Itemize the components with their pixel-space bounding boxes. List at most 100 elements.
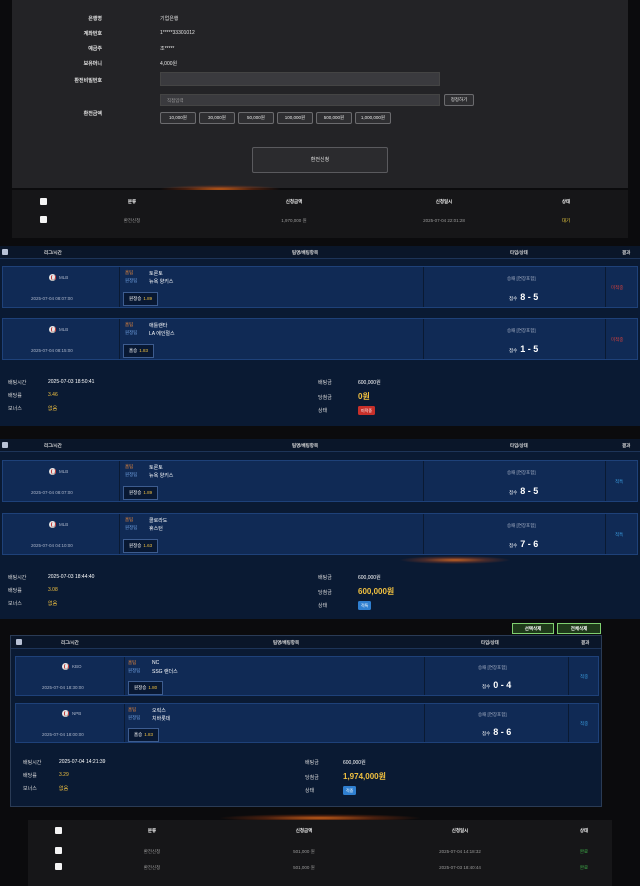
pick-odds: 1.89 bbox=[143, 490, 153, 495]
home-team: 콜로라도 bbox=[149, 518, 168, 524]
game-row: MLB 2025-07-04 08:07:00 홈팀 토론토 원정팀 뉴욕 양키… bbox=[2, 266, 638, 308]
game-result: 적중 bbox=[580, 674, 589, 679]
game-result: 적특 bbox=[615, 479, 624, 484]
score: 점수 7 - 6 bbox=[509, 539, 538, 549]
row-checkbox[interactable] bbox=[55, 863, 62, 870]
pick-box: 원정승 1.80 bbox=[128, 681, 164, 695]
quick-amount-30000[interactable]: 30,000원 bbox=[199, 112, 235, 124]
row-status: 대기 bbox=[561, 218, 571, 223]
col-date: 신청일시 bbox=[435, 199, 453, 204]
delete-all-button[interactable]: 전체삭제 bbox=[557, 623, 601, 634]
row-checkbox[interactable] bbox=[40, 216, 47, 223]
game-result: 적특 bbox=[615, 532, 624, 537]
bank-value: 기업은행 bbox=[160, 16, 179, 22]
odds-label: 배당률 bbox=[23, 773, 37, 779]
score-label: 점수 bbox=[482, 731, 491, 736]
reset-button[interactable]: 정정하기 bbox=[444, 94, 474, 106]
home-tag: 홈팀 bbox=[125, 517, 134, 522]
baseball-icon bbox=[49, 468, 56, 475]
score-value: 8 - 5 bbox=[520, 292, 539, 302]
bonus-label: 보너스 bbox=[8, 406, 22, 412]
bet-amount-label: 배팅금 bbox=[318, 380, 332, 386]
quick-amount-500000[interactable]: 500,000원 bbox=[316, 112, 352, 124]
row-type: 환전신청 bbox=[143, 865, 161, 870]
select-all-checkbox[interactable] bbox=[40, 198, 47, 205]
col-pick: 팀명/배팅항목 bbox=[292, 250, 319, 255]
home-team: 애틀랜타 bbox=[149, 323, 168, 329]
row-checkbox[interactable] bbox=[55, 847, 62, 854]
game-row: MLB 2025-07-04 08:07:00 홈팀 토론토 원정팀 뉴욕 양키… bbox=[2, 460, 638, 502]
pick-label: 원정승 bbox=[129, 490, 142, 495]
slip-checkbox[interactable] bbox=[16, 639, 22, 645]
score-value: 7 - 6 bbox=[520, 539, 539, 549]
quick-amount-50000[interactable]: 50,000원 bbox=[238, 112, 274, 124]
col-type: 타입/상태 bbox=[481, 640, 499, 645]
bet-type: 승패 [연장포함] bbox=[507, 328, 536, 333]
league-name: MLB bbox=[59, 522, 69, 527]
col-status: 상태 bbox=[579, 828, 589, 833]
away-tag: 원정팀 bbox=[128, 715, 141, 720]
select-all-checkbox[interactable] bbox=[55, 827, 62, 834]
bet-type: 승패 [연장포함] bbox=[478, 665, 507, 670]
slip-summary: 배팅시간 2025-07-03 18:50:41 배당률 3.46 보너스 없음… bbox=[0, 376, 640, 424]
col-result: 결과 bbox=[622, 250, 631, 255]
bonus-value: 없음 bbox=[59, 786, 69, 792]
col-status: 상태 bbox=[561, 199, 571, 204]
win-label: 당첨금 bbox=[305, 775, 319, 781]
orange-glow-divider bbox=[220, 814, 420, 822]
score-value: 8 - 6 bbox=[493, 727, 512, 737]
league-name: MLB bbox=[59, 327, 69, 332]
status-badge: 적중 bbox=[343, 786, 357, 795]
score: 점수 1 - 5 bbox=[509, 344, 538, 354]
game-time: 2025-07-04 08:07:00 bbox=[31, 490, 73, 495]
account-label: 계좌번호 bbox=[83, 31, 102, 37]
quick-amount-100000[interactable]: 100,000원 bbox=[277, 112, 313, 124]
game-row: NPB 2025-07-04 18:00:00 홈팀 오릭스 원정팀 치바롯데 … bbox=[15, 703, 599, 743]
col-league: 리그/시간 bbox=[44, 443, 62, 448]
home-tag: 홈팀 bbox=[125, 322, 134, 327]
password-label: 환전비밀번호 bbox=[74, 78, 102, 84]
bet-slip-2: 리그/시간 팀명/배팅항목 타입/상태 결과 MLB 2025-07-04 08… bbox=[0, 439, 640, 619]
quick-amount-10000[interactable]: 10,000원 bbox=[160, 112, 196, 124]
away-tag: 원정팀 bbox=[125, 278, 138, 283]
amount-input[interactable]: 직접입력 bbox=[160, 94, 440, 106]
score: 점수 8 - 5 bbox=[509, 292, 538, 302]
holder-value: 조***** bbox=[160, 46, 175, 52]
status-badge: 미적중 bbox=[358, 406, 376, 415]
win-amount: 1,974,000원 bbox=[343, 772, 386, 781]
game-time: 2025-07-04 08:07:00 bbox=[31, 296, 73, 301]
password-field[interactable] bbox=[160, 72, 440, 86]
pick-label: 원정승 bbox=[129, 296, 142, 301]
row-date: 2025-07-04 22:01:28 bbox=[423, 218, 465, 223]
bonus-label: 보너스 bbox=[23, 786, 37, 792]
league-name: MLB bbox=[59, 469, 69, 474]
bet-time: 2025-07-03 18:44:40 bbox=[48, 574, 95, 580]
withdraw-submit-button[interactable]: 환전신청 bbox=[252, 147, 388, 173]
pick-box: 원정승 1.89 bbox=[123, 486, 159, 500]
slip-checkbox[interactable] bbox=[2, 442, 8, 448]
withdraw-history-bottom: 분류 신청금액 신청일시 상태 환전신청 501,000 원 2025-07-0… bbox=[28, 820, 612, 886]
score-value: 0 - 4 bbox=[493, 680, 512, 690]
league-name: MLB bbox=[59, 275, 69, 280]
bet-slip-1: 리그/시간 팀명/배팅항목 타입/상태 결과 MLB 2025-07-04 08… bbox=[0, 246, 640, 426]
home-tag: 홈팀 bbox=[125, 464, 134, 469]
bet-amount-label: 배팅금 bbox=[318, 575, 332, 581]
pick-label: 홈승 bbox=[134, 732, 143, 737]
game-time: 2025-07-04 08:15:00 bbox=[31, 348, 73, 353]
baseball-icon bbox=[49, 326, 56, 333]
col-league: 리그/시간 bbox=[44, 250, 62, 255]
col-type: 분류 bbox=[147, 828, 157, 833]
col-result: 결과 bbox=[581, 640, 590, 645]
amount-label: 환전금액 bbox=[83, 111, 102, 117]
col-date: 신청일시 bbox=[451, 828, 469, 833]
status-label: 상태 bbox=[305, 788, 315, 794]
score: 점수 0 - 4 bbox=[482, 680, 511, 690]
row-date: 2025-07-04 14:18:32 bbox=[439, 849, 481, 854]
slip-header: 리그/시간 팀명/배팅항목 타입/상태 결과 bbox=[0, 246, 640, 259]
quick-amount-1000000[interactable]: 1,000,000원 bbox=[355, 112, 391, 124]
slip-checkbox[interactable] bbox=[2, 249, 8, 255]
orange-glow-divider bbox=[400, 556, 510, 564]
delete-selected-button[interactable]: 선택삭제 bbox=[512, 623, 554, 634]
amount-placeholder: 직접입력 bbox=[167, 98, 184, 103]
col-amount: 신청금액 bbox=[285, 199, 303, 204]
